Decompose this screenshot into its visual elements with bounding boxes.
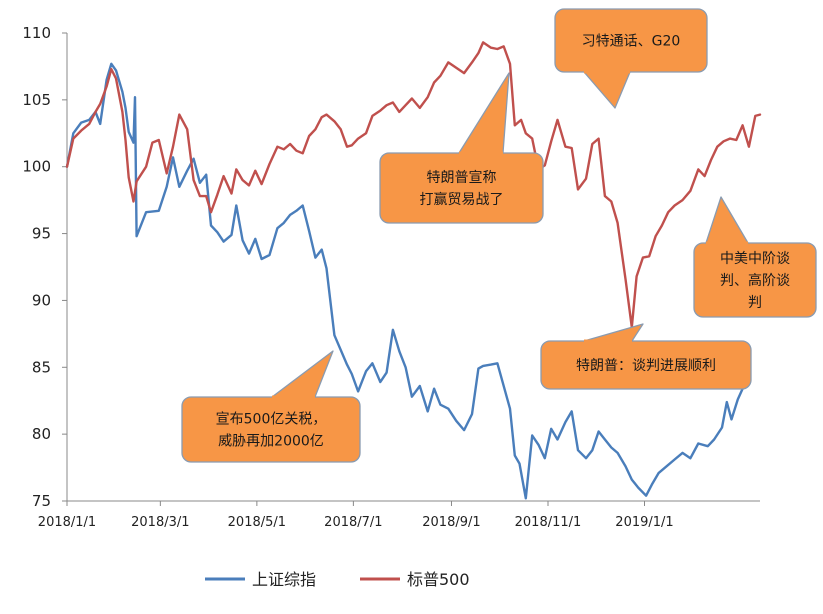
callout-text: 判 — [748, 295, 762, 311]
series-layer — [65, 41, 762, 500]
callout-box — [379, 152, 544, 224]
x-tick-label: 2018/7/1 — [324, 515, 382, 530]
callout-box — [554, 8, 708, 73]
callout-trump-talks: 特朗普：谈判进展顺利 — [540, 323, 752, 390]
callout-g20: 习特通话、G20 — [554, 8, 708, 109]
y-tick-label: 75 — [32, 492, 51, 510]
axes: 75 80 85 90 95 100 105 110 2018/1/1 2018/3/1 2018/… — [22, 24, 760, 530]
callout-pointer — [583, 71, 631, 109]
callout-text: 威胁再加2000亿 — [218, 434, 324, 450]
callout-text: 宣布500亿关税， — [216, 412, 327, 428]
callout-pointer — [458, 72, 510, 154]
x-tick-label: 2018/9/1 — [422, 515, 480, 530]
x-tick-label: 2018/11/1 — [515, 515, 582, 530]
callout-text: 特朗普：谈判进展顺利 — [576, 358, 716, 374]
legend-entry-0: 上证综指 — [205, 570, 316, 589]
callout-pointer — [583, 323, 644, 342]
x-tick-label: 2018/5/1 — [228, 515, 286, 530]
callout-tariff: 宣布500亿关税， 威胁再加2000亿 — [181, 350, 361, 463]
y-tick-label: 95 — [32, 225, 51, 243]
y-tick-label: 105 — [22, 91, 51, 109]
y-tick-label: 100 — [22, 158, 51, 176]
callout-text: 中美中阶谈 — [720, 251, 790, 267]
callout-text: 习特通话、G20 — [582, 34, 681, 50]
callout-pointer — [271, 350, 334, 398]
callout-box — [693, 242, 817, 318]
x-tick-label: 2019/1/1 — [615, 515, 673, 530]
x-tick-label: 2018/3/1 — [131, 515, 189, 530]
legend: 上证综指 标普500 — [205, 570, 470, 589]
y-tick-label: 90 — [32, 291, 51, 309]
legend-entry-1: 标普500 — [360, 570, 470, 589]
y-tick-label: 110 — [22, 24, 51, 42]
callout-text: 特朗普宣称 — [427, 170, 497, 186]
series-line-0 — [65, 62, 744, 500]
x-tick-label: 2018/1/1 — [38, 515, 96, 530]
legend-label: 标普500 — [407, 570, 470, 589]
y-tick-label: 80 — [32, 425, 51, 443]
callout-box — [181, 396, 361, 463]
legend-label: 上证综指 — [252, 570, 316, 589]
y-tick-label: 85 — [32, 358, 51, 376]
callout-text: 判、高阶谈 — [720, 272, 790, 289]
callout-box — [540, 340, 752, 390]
callout-text: 打赢贸易战了 — [420, 191, 504, 208]
callout-pointer — [705, 196, 749, 244]
series-line-1 — [65, 41, 762, 329]
